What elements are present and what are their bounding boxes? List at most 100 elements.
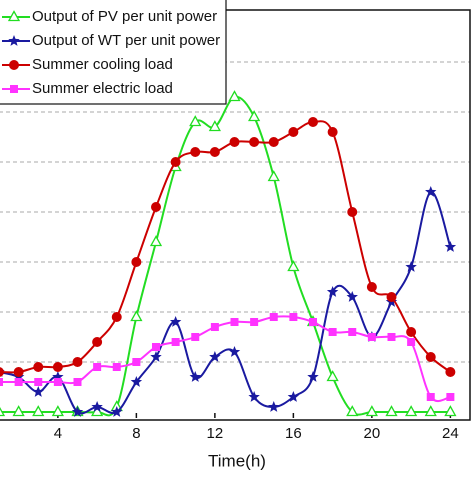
marker [91,401,103,412]
marker [191,333,200,341]
marker [52,371,64,382]
marker [92,337,103,347]
marker [326,286,339,297]
legend-box [0,0,227,105]
marker [287,391,300,402]
marker [444,241,457,252]
marker [0,367,4,377]
marker [269,313,278,321]
marker [73,378,82,386]
marker [53,378,62,386]
x-tick-label: 12 [207,425,224,442]
marker [407,338,416,346]
marker [171,338,180,346]
marker [52,362,63,372]
marker [229,137,240,147]
marker [367,333,376,341]
legend-label: Output of PV per unit power [32,8,217,25]
marker [112,363,121,371]
marker [385,405,398,417]
marker [0,378,3,386]
marker [309,318,317,326]
marker [425,186,437,197]
x-axis-title: Time(h) [208,451,266,470]
marker [34,378,43,386]
marker [445,367,456,377]
marker [12,405,25,417]
marker [13,367,24,377]
legend-label: Summer electric load [32,80,173,97]
marker [287,260,300,272]
marker [189,371,201,382]
marker [387,333,396,341]
x-tick-label: 8 [132,425,140,442]
marker [169,316,182,327]
marker [406,327,417,337]
marker [209,147,220,157]
legend-marker [8,35,20,46]
marker [0,406,6,417]
marker [150,351,162,362]
marker [189,115,202,127]
marker [152,343,160,351]
legend-marker [7,10,21,22]
marker [426,393,435,401]
marker [130,310,143,322]
marker [209,351,221,362]
marker [131,257,142,267]
marker [130,376,143,387]
marker [327,127,338,137]
marker [425,352,436,362]
marker [208,120,221,132]
legend-marker [9,60,19,70]
marker [93,363,102,371]
x-tick-label: 16 [285,425,302,442]
marker [111,406,123,417]
marker [268,401,280,412]
marker [71,406,84,417]
marker [248,110,261,122]
legend-label: Summer cooling load [32,56,173,73]
marker [72,357,83,367]
series-line [0,120,451,374]
legend-label: Output of WT per unit power [32,32,220,49]
marker [14,378,23,386]
marker [366,282,377,292]
marker [308,117,318,127]
marker [248,391,260,402]
marker [346,405,359,417]
marker [348,328,357,336]
marker [405,405,418,417]
marker [51,405,64,417]
marker [230,318,239,326]
series-line [0,315,451,403]
marker [307,371,319,382]
marker [33,362,44,372]
marker [149,235,163,247]
marker [346,291,358,302]
marker [190,147,201,157]
marker [210,323,219,331]
marker [446,393,455,401]
marker [386,292,397,302]
marker [249,137,260,147]
marker [228,346,241,357]
marker [267,170,280,182]
marker [170,157,181,167]
series-line [0,190,452,415]
marker [151,202,161,212]
marker [444,405,457,417]
marker [289,313,298,321]
marker [268,137,279,147]
x-tick-label: 20 [364,425,381,442]
marker [405,261,417,272]
x-tick-label: 24 [442,425,459,442]
marker [250,318,259,326]
marker [328,328,337,336]
marker [132,358,141,366]
marker [326,370,339,382]
x-tick-label: 4 [54,425,62,442]
series-line [0,95,451,417]
marker [32,405,45,417]
